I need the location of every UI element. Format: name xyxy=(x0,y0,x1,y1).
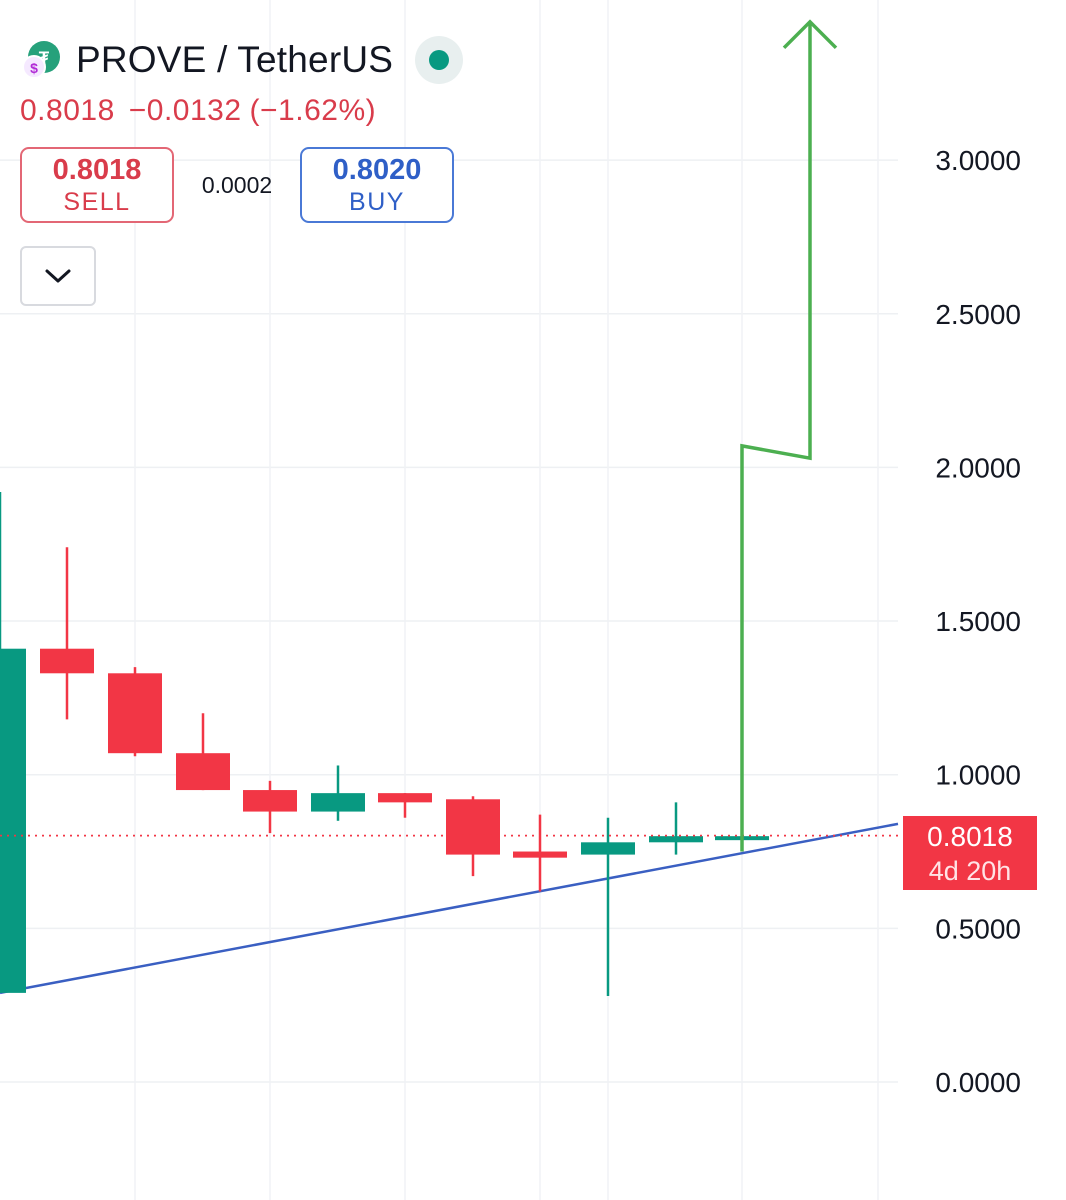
candle xyxy=(176,713,230,791)
trendline-layer[interactable] xyxy=(0,822,899,995)
y-tick-label: 3.0000 xyxy=(935,145,1021,176)
last-price: 0.8018 xyxy=(20,94,115,127)
candle xyxy=(513,814,567,892)
sell-price: 0.8018 xyxy=(52,154,142,186)
y-tick-label: 0.5000 xyxy=(935,913,1021,944)
trendline xyxy=(0,822,899,995)
candle-body xyxy=(40,648,94,674)
y-tick-label: 0.0000 xyxy=(935,1067,1021,1098)
candle-body xyxy=(649,836,703,843)
projection-arrow-layer[interactable] xyxy=(740,19,838,852)
candle xyxy=(311,765,365,821)
collapse-button[interactable] xyxy=(20,246,96,306)
candle-body xyxy=(243,790,297,812)
buy-button[interactable]: 0.8020 BUY xyxy=(300,147,454,223)
candle xyxy=(108,667,162,757)
buy-label: BUY xyxy=(349,188,405,216)
candle xyxy=(378,793,432,818)
candle-body xyxy=(0,648,26,993)
candle-body xyxy=(513,851,567,858)
candle xyxy=(40,547,94,720)
price-change: −0.0132 xyxy=(128,94,242,127)
price-change-row: 0.8018 −0.0132 (−1.62%) xyxy=(20,94,463,128)
price-change-percent: (−1.62%) xyxy=(249,94,377,127)
price-tag-countdown: 4d 20h xyxy=(929,856,1012,886)
y-tick-label: 2.0000 xyxy=(935,452,1021,483)
candle xyxy=(446,796,500,877)
projection-arrow-head xyxy=(782,19,838,50)
candle-body xyxy=(176,753,230,791)
sell-label: SELL xyxy=(63,188,131,216)
candle-body xyxy=(108,673,162,754)
y-tick-label: 2.5000 xyxy=(935,299,1021,330)
candle xyxy=(649,802,703,855)
svg-text:$: $ xyxy=(30,60,38,76)
candle-body xyxy=(581,842,635,855)
candle-body xyxy=(311,793,365,812)
current-price-tag: 0.8018 4d 20h xyxy=(903,816,1037,890)
sell-button[interactable]: 0.8018 SELL xyxy=(20,147,174,223)
chevron-down-icon xyxy=(45,269,71,283)
market-open-dot-icon xyxy=(429,50,450,70)
y-tick-label: 1.0000 xyxy=(935,760,1021,791)
candle-body xyxy=(446,799,500,855)
price-tag-value: 0.8018 xyxy=(927,821,1013,852)
price-axis[interactable]: 3.0000 2.5000 2.0000 1.5000 1.0000 0.5000 0.00… xyxy=(935,145,1021,1098)
candles-layer xyxy=(0,491,769,996)
price-tag-box xyxy=(903,816,1037,890)
trade-buttons: 0.8018 SELL 0.0002 0.8020 BUY xyxy=(20,147,454,223)
svg-text:₮: ₮ xyxy=(39,48,50,67)
y-tick-label: 1.5000 xyxy=(935,606,1021,637)
symbol-pair[interactable]: PROVE / TetherUS xyxy=(76,39,394,80)
buy-price: 0.8020 xyxy=(332,154,422,186)
tether-coin-icon[interactable]: ₮ $ xyxy=(20,37,66,83)
market-status xyxy=(415,36,464,84)
candle xyxy=(243,780,297,834)
projection-arrow xyxy=(740,21,812,852)
spread-value: 0.0002 xyxy=(201,171,273,198)
candle xyxy=(581,817,635,996)
candle-body xyxy=(378,793,432,803)
candle xyxy=(0,491,26,993)
symbol-header: ₮ $ PROVE / TetherUS 0.8018 −0.0132 (−1.62… xyxy=(20,34,464,128)
